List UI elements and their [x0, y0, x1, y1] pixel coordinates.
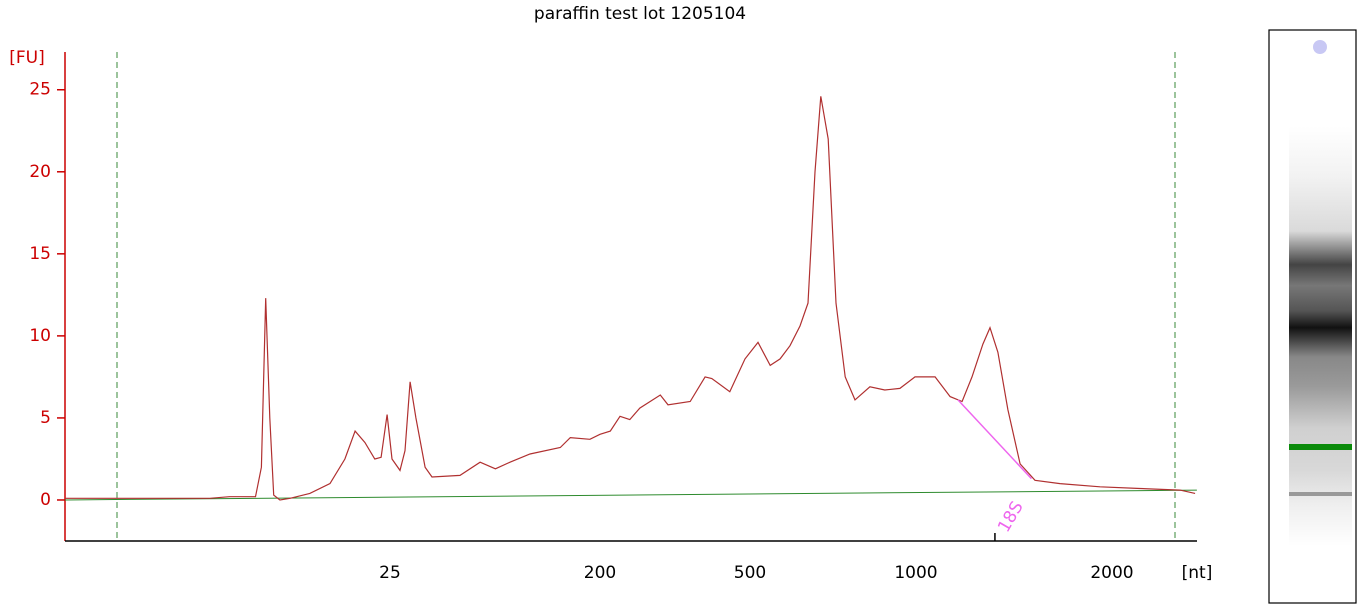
trace-line [64, 96, 1196, 501]
y-tick-label: 20 [29, 162, 51, 182]
baseline [64, 489, 1197, 501]
y-tick-label: 5 [40, 408, 51, 428]
x-tick-label: 2000 [1090, 563, 1133, 583]
chart-title: paraffin test lot 1205104 [534, 4, 746, 24]
gel-lane [1268, 29, 1357, 604]
x-tick-label: 200 [584, 563, 616, 583]
y-tick-label: 0 [40, 490, 51, 510]
y-axis-label: [FU] [9, 48, 45, 68]
y-tick-label: 10 [29, 326, 51, 346]
y-tick-label: 15 [29, 244, 51, 264]
x-tick-label: 500 [734, 563, 766, 583]
annotation-label: 18S [994, 498, 1028, 536]
x-tick-label: 1000 [894, 563, 937, 583]
x-axis-label: [nt] [1182, 563, 1213, 583]
y-tick-label: 25 [29, 80, 51, 100]
peak-baseline [957, 399, 1032, 480]
x-tick-label: 25 [379, 563, 401, 583]
